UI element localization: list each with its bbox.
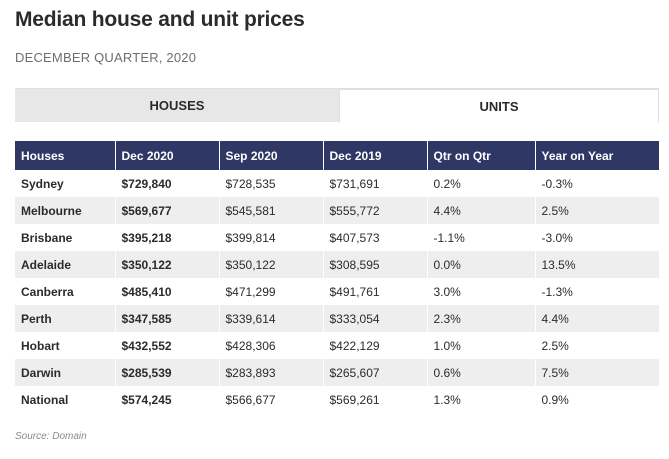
tab-units[interactable]: UNITS <box>339 89 659 123</box>
year-on-year-cell: -0.3% <box>541 176 573 191</box>
table-row: Hobart $432,552 $428,306 $422,129 1.0% 2.5% <box>15 332 659 359</box>
sep-2020-cell: $428,306 <box>219 332 324 359</box>
sep-2020-cell: $399,814 <box>219 224 324 251</box>
price-table: Houses Dec 2020 Sep 2020 Dec 2019 Qtr on… <box>15 141 659 413</box>
year-on-year-cell: 2.5% <box>535 197 659 224</box>
qtr-on-qtr-cell: 2.3% <box>427 305 536 332</box>
table-row: National $574,245 $566,677 $569,261 1.3% 0.9% <box>15 386 659 413</box>
dec-2020-cell: $569,677 <box>115 197 220 224</box>
dec-2020-cell: $432,552 <box>115 332 220 359</box>
table-header-row: Houses Dec 2020 Sep 2020 Dec 2019 Qtr on… <box>15 141 659 170</box>
year-on-year-cell: -1.3% <box>541 284 573 299</box>
city-cell: Sydney <box>15 170 116 197</box>
city-cell: Brisbane <box>15 224 116 251</box>
column-header-dec-2020[interactable]: Dec 2020 <box>115 141 220 170</box>
city-cell: Melbourne <box>15 197 116 224</box>
dec-2019-cell: $491,761 <box>323 278 428 305</box>
table-row: Sydney $729,840 $728,535 $731,691 0.2% -0.3% <box>15 170 659 197</box>
sep-2020-cell: $728,535 <box>219 170 324 197</box>
dec-2020-cell: $285,539 <box>115 359 220 386</box>
qtr-on-qtr-cell: 4.4% <box>427 197 536 224</box>
dec-2019-cell: $407,573 <box>323 224 428 251</box>
city-cell: Hobart <box>15 332 116 359</box>
city-cell: Adelaide <box>15 251 116 278</box>
source-note: Source: Domain <box>15 431 87 442</box>
city-cell: National <box>15 386 116 413</box>
qtr-on-qtr-cell: 0.0% <box>427 251 536 278</box>
sep-2020-cell: $545,581 <box>219 197 324 224</box>
sep-2020-cell: $339,614 <box>219 305 324 332</box>
sep-2020-cell: $283,893 <box>219 359 324 386</box>
tab-houses[interactable]: HOUSES <box>15 89 339 122</box>
dec-2020-cell: $347,585 <box>115 305 220 332</box>
dec-2020-cell: $350,122 <box>115 251 220 278</box>
qtr-on-qtr-cell: 0.6% <box>427 359 536 386</box>
table-row: Perth $347,585 $339,614 $333,054 2.3% 4.4% <box>15 305 659 332</box>
dec-2019-cell: $308,595 <box>323 251 428 278</box>
table-row: Brisbane $395,218 $399,814 $407,573 -1.1% -3.… <box>15 224 659 251</box>
sep-2020-cell: $566,677 <box>219 386 324 413</box>
table-row: Darwin $285,539 $283,893 $265,607 0.6% 7.5% <box>15 359 659 386</box>
dec-2019-cell: $555,772 <box>323 197 428 224</box>
dec-2019-cell: $422,129 <box>323 332 428 359</box>
dec-2020-cell: $574,245 <box>115 386 220 413</box>
year-on-year-cell: 2.5% <box>541 338 569 353</box>
city-cell: Perth <box>15 305 116 332</box>
sep-2020-cell: $471,299 <box>219 278 324 305</box>
qtr-on-qtr-cell: 1.0% <box>427 332 536 359</box>
qtr-on-qtr-cell: 1.3% <box>427 386 536 413</box>
dec-2020-cell: $729,840 <box>115 170 220 197</box>
dec-2019-cell: $731,691 <box>323 170 428 197</box>
table-row: Melbourne $569,677 $545,581 $555,772 4.4% 2.5… <box>15 197 659 224</box>
table-row: Adelaide $350,122 $350,122 $308,595 0.0% 13.5… <box>15 251 659 278</box>
dec-2020-cell: $395,218 <box>115 224 220 251</box>
column-header-year-on-year[interactable]: Year on Year <box>535 141 659 170</box>
city-cell: Darwin <box>15 359 116 386</box>
qtr-on-qtr-cell: -1.1% <box>427 224 536 251</box>
column-header-sep-2020[interactable]: Sep 2020 <box>219 141 324 170</box>
city-cell: Canberra <box>15 278 116 305</box>
year-on-year-cell: 13.5% <box>535 251 659 278</box>
column-header-qtr-on-qtr[interactable]: Qtr on Qtr <box>427 141 536 170</box>
table-row: Canberra $485,410 $471,299 $491,761 3.0% -1.3… <box>15 278 659 305</box>
column-header-dec-2019[interactable]: Dec 2019 <box>323 141 428 170</box>
column-header-houses[interactable]: Houses <box>15 141 116 170</box>
page-subtitle: DECEMBER QUARTER, 2020 <box>15 50 197 65</box>
qtr-on-qtr-cell: 0.2% <box>427 170 536 197</box>
dec-2019-cell: $333,054 <box>323 305 428 332</box>
dec-2019-cell: $265,607 <box>323 359 428 386</box>
dec-2019-cell: $569,261 <box>323 386 428 413</box>
dec-2020-cell: $485,410 <box>115 278 220 305</box>
year-on-year-cell: 0.9% <box>541 392 569 407</box>
year-on-year-cell: -3.0% <box>541 230 573 245</box>
qtr-on-qtr-cell: 3.0% <box>427 278 536 305</box>
year-on-year-cell: 7.5% <box>535 359 659 386</box>
page-title: Median house and unit prices <box>15 8 305 31</box>
year-on-year-cell: 4.4% <box>535 305 659 332</box>
sep-2020-cell: $350,122 <box>219 251 324 278</box>
tab-bar: HOUSES UNITS <box>15 88 659 123</box>
